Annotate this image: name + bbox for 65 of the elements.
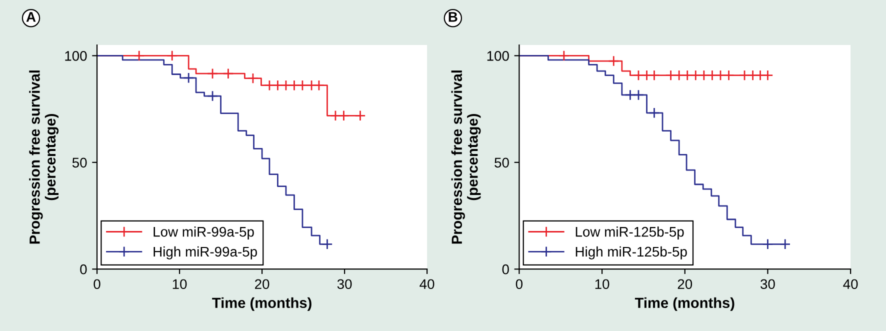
- point: [206, 68, 218, 80]
- point: [682, 70, 693, 81]
- x-tick-label: 0: [516, 279, 523, 290]
- y-tick-label: 100: [487, 51, 509, 61]
- chart-title: A: [26, 12, 36, 22]
- y-tick-label: 0: [80, 264, 87, 274]
- point: [762, 70, 774, 81]
- legend-label: High miR-99a-5p: [154, 246, 257, 260]
- point: [322, 238, 333, 250]
- point: [674, 70, 685, 81]
- point: [665, 70, 676, 81]
- point: [296, 80, 308, 91]
- point: [338, 110, 350, 122]
- y-tick-label: 50: [72, 158, 87, 168]
- x-tick-label: 0: [94, 279, 100, 290]
- point: [166, 50, 178, 62]
- y-axis-title: Progression free survival (percentage): [451, 70, 481, 244]
- point: [330, 110, 342, 122]
- x-tick-label: 30: [337, 279, 352, 290]
- legend-label: High miR-125b-5p: [576, 246, 687, 260]
- point: [608, 55, 620, 67]
- x-tick-label: 40: [843, 279, 858, 290]
- y-tick-label: 50: [494, 158, 509, 168]
- point: [264, 80, 276, 91]
- y-tick-label: 0: [502, 264, 509, 274]
- point: [558, 50, 570, 62]
- point: [754, 70, 766, 81]
- point: [632, 89, 644, 101]
- point: [288, 80, 300, 91]
- x-tick-label: 40: [420, 279, 434, 290]
- point: [354, 110, 366, 122]
- point: [280, 80, 292, 91]
- legend-label: Low miR-99a-5p: [154, 226, 254, 240]
- point: [206, 90, 218, 102]
- chart-title: B: [448, 12, 458, 22]
- point: [738, 70, 750, 81]
- point: [272, 80, 284, 91]
- point: [183, 72, 194, 84]
- point: [134, 50, 145, 62]
- point: [747, 70, 758, 81]
- x-tick-label: 30: [760, 279, 775, 290]
- x-tick-label: 20: [255, 279, 270, 290]
- point: [698, 70, 710, 81]
- x-axis-title: Time (months): [212, 297, 312, 311]
- point: [313, 80, 325, 91]
- point: [723, 70, 734, 81]
- x-tick-label: 10: [595, 279, 610, 290]
- point: [762, 238, 774, 250]
- legend-label: Low miR-125b-5p: [576, 226, 684, 240]
- x-tick-label: 10: [172, 279, 187, 290]
- point: [648, 70, 660, 81]
- point: [690, 70, 702, 81]
- point: [648, 107, 660, 118]
- point: [706, 70, 718, 81]
- x-axis-title: Time (months): [634, 297, 734, 311]
- x-tick-label: 20: [678, 279, 692, 290]
- point: [222, 68, 234, 80]
- point: [780, 238, 791, 250]
- point: [641, 70, 652, 81]
- point: [632, 70, 644, 81]
- point: [624, 89, 636, 101]
- y-tick-label: 100: [65, 51, 87, 61]
- y-axis-title: Progression free survival (percentage): [29, 70, 59, 244]
- point: [714, 70, 726, 81]
- point: [247, 72, 259, 84]
